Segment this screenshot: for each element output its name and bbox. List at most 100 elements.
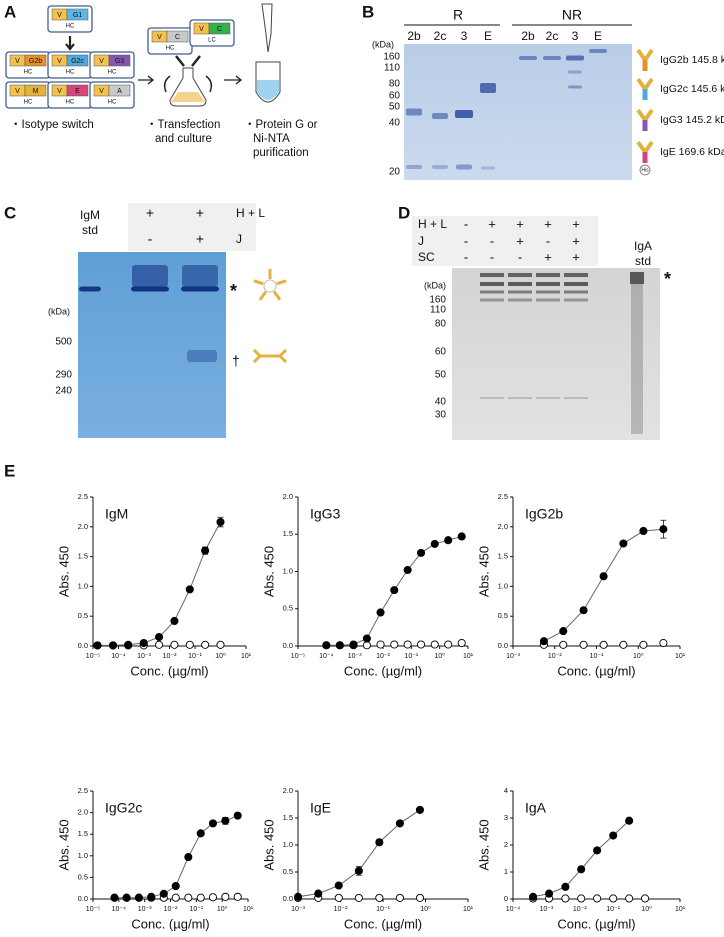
c-label: G2b bbox=[29, 58, 42, 65]
antibody-icon bbox=[636, 48, 654, 62]
igm-icon bbox=[258, 290, 268, 301]
point-open bbox=[659, 638, 668, 648]
y-tick-label: 0.0 bbox=[283, 641, 293, 650]
point-filled bbox=[293, 892, 303, 901]
point-filled bbox=[593, 846, 602, 855]
point-filled bbox=[354, 866, 363, 875]
sign: + bbox=[572, 233, 580, 248]
c-domain bbox=[108, 54, 131, 67]
y-tick-label: 1.5 bbox=[283, 529, 293, 538]
series-line bbox=[543, 528, 664, 642]
point-filled bbox=[147, 892, 156, 901]
marker-label: 40 bbox=[389, 118, 401, 129]
point-filled bbox=[196, 829, 205, 838]
x-tick-label: 10⁻¹ bbox=[188, 653, 202, 660]
gel-band bbox=[543, 56, 561, 60]
point-open bbox=[457, 638, 466, 648]
chain-label: HC bbox=[24, 100, 33, 106]
y-tick-label: 1.0 bbox=[78, 581, 88, 590]
point-filled bbox=[375, 838, 384, 847]
y-tick-label: 1.0 bbox=[498, 581, 508, 590]
sign: - bbox=[464, 233, 468, 248]
point-filled bbox=[625, 816, 634, 825]
sign: + bbox=[516, 233, 524, 248]
y-tick-label: 0.5 bbox=[498, 611, 508, 620]
x-tick-label: 10⁻² bbox=[573, 906, 587, 913]
x-tick-label: 10⁻³ bbox=[137, 653, 151, 660]
x-tick-label: 10¹ bbox=[241, 653, 252, 660]
gel-band bbox=[79, 286, 101, 292]
gel-band bbox=[630, 272, 644, 284]
v-label: V bbox=[15, 58, 20, 65]
x-tick-label: 10⁻³ bbox=[506, 653, 520, 660]
panel-label: A bbox=[4, 2, 16, 21]
sign: - bbox=[490, 233, 494, 248]
x-tick-label: 10⁰ bbox=[633, 652, 644, 660]
point-filled bbox=[201, 546, 210, 555]
marker-label: 80 bbox=[389, 79, 401, 90]
x-tick-label: 10⁻⁴ bbox=[112, 906, 127, 913]
x-tick-label: 10⁻¹ bbox=[590, 653, 604, 660]
y-axis-title: Abs. 450 bbox=[261, 546, 276, 597]
y-tick-label: 1.0 bbox=[283, 840, 293, 849]
antibody-icon bbox=[636, 140, 654, 154]
gel bbox=[452, 268, 660, 440]
point-filled bbox=[122, 893, 131, 902]
point-open bbox=[216, 640, 225, 649]
y-tick-label: 0.5 bbox=[283, 604, 293, 613]
std-label: std bbox=[82, 223, 98, 237]
chain-label: HC bbox=[108, 100, 117, 106]
sign: + bbox=[544, 249, 552, 264]
unit-label: (kDa) bbox=[48, 306, 70, 316]
point-open bbox=[185, 640, 194, 649]
header-shade bbox=[412, 216, 598, 266]
gel-band bbox=[589, 49, 607, 53]
x-tick-label: 10⁻² bbox=[548, 653, 562, 660]
chain-label: HC bbox=[66, 70, 75, 76]
x-axis-title: Conc. (µg/ml) bbox=[344, 663, 422, 678]
gel-band bbox=[564, 273, 588, 277]
lane-label: 3 bbox=[461, 29, 468, 43]
point-open bbox=[376, 640, 385, 649]
gel-band bbox=[182, 265, 218, 287]
x-tick-label: 10¹ bbox=[463, 653, 474, 660]
x-tick-label: 10⁻⁴ bbox=[111, 653, 126, 660]
point-open bbox=[171, 893, 180, 902]
marker-label: 80 bbox=[435, 319, 447, 330]
x-tick-label: 10⁻² bbox=[163, 653, 177, 660]
point-filled bbox=[134, 893, 143, 902]
swirl bbox=[163, 75, 213, 93]
point-filled bbox=[430, 539, 439, 548]
point-open bbox=[641, 894, 650, 903]
point-filled bbox=[171, 881, 180, 891]
gel-band bbox=[564, 290, 588, 294]
gel-band bbox=[508, 290, 532, 294]
x-tick-label: 10¹ bbox=[675, 906, 686, 913]
lane-label: 2c bbox=[434, 29, 447, 43]
x-tick-label: 10¹ bbox=[243, 906, 254, 913]
monomer-icon bbox=[252, 348, 288, 364]
chart-title: IgG3 bbox=[310, 506, 341, 522]
std-label: std bbox=[635, 254, 651, 268]
point-open bbox=[416, 640, 426, 649]
sign: - bbox=[490, 249, 494, 264]
x-tick-label: 10⁰ bbox=[217, 905, 228, 913]
point-filled bbox=[561, 882, 570, 891]
chart-title: IgA bbox=[525, 800, 547, 816]
point-filled bbox=[639, 526, 648, 536]
point-open bbox=[233, 892, 242, 901]
step-caption: ・Transfection bbox=[146, 119, 220, 131]
gel-band bbox=[480, 282, 504, 286]
row-label: J bbox=[418, 234, 424, 248]
gel-band bbox=[564, 397, 588, 399]
gel-band bbox=[187, 350, 217, 362]
y-axis-title: Abs. 450 bbox=[56, 546, 71, 597]
x-axis-title: Conc. (µg/ml) bbox=[557, 663, 635, 678]
x-tick-label: 10⁻² bbox=[334, 906, 348, 913]
point-open bbox=[403, 640, 412, 649]
point-open bbox=[221, 892, 230, 901]
arrow-right bbox=[138, 75, 155, 85]
gel-band bbox=[406, 108, 422, 116]
x-tick-label: 10⁻³ bbox=[291, 906, 305, 913]
point-filled bbox=[349, 640, 358, 649]
